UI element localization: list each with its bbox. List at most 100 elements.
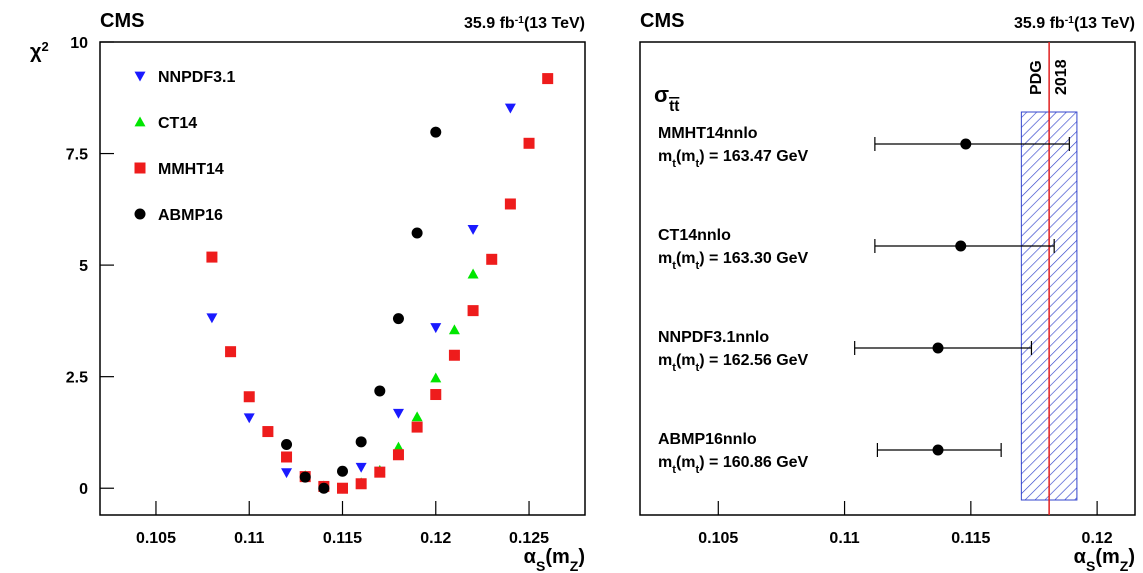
data-point bbox=[430, 126, 442, 138]
data-point bbox=[960, 138, 972, 150]
data-point bbox=[392, 408, 404, 419]
data-point bbox=[262, 426, 274, 438]
legend-label: ABMP16 bbox=[158, 207, 223, 224]
legend-label: CT14 bbox=[158, 115, 197, 132]
data-point bbox=[355, 436, 367, 448]
data-point bbox=[281, 451, 293, 463]
y-axis-label-part: 2 bbox=[42, 39, 49, 54]
x-axis-label-part: ) bbox=[578, 546, 585, 568]
row-mass-label-part: ) = bbox=[699, 352, 723, 369]
luminosity-label-part: 35.9 fb bbox=[1014, 15, 1065, 32]
row-mass-label-part: ) = bbox=[699, 148, 723, 165]
x-axis-label-part: (m bbox=[1095, 546, 1119, 568]
y-tick-label: 7.5 bbox=[66, 147, 88, 164]
data-point bbox=[374, 385, 386, 397]
x-axis-label: αS(mZ) bbox=[1074, 546, 1135, 573]
data-point bbox=[932, 444, 944, 456]
row-mass-label: mt(mt) = 160.86 GeV bbox=[658, 454, 809, 476]
x-axis-label-part: S bbox=[536, 558, 545, 573]
observable-label-part: σ bbox=[654, 82, 669, 107]
data-point bbox=[206, 313, 218, 324]
x-axis-label-part: Z bbox=[1120, 558, 1129, 573]
x-axis-label-part: α bbox=[524, 546, 537, 568]
x-tick-label: 0.12 bbox=[1082, 530, 1113, 547]
row-mass-label-part: 162.56 GeV bbox=[723, 352, 809, 369]
data-point bbox=[281, 438, 293, 450]
data-point bbox=[337, 482, 348, 494]
data-point bbox=[504, 198, 516, 210]
row-mass-label-part: m bbox=[658, 454, 672, 471]
row-label: NNPDF3.1nnlo bbox=[658, 329, 769, 346]
row-mass-label: mt(mt) = 162.56 GeV bbox=[658, 352, 809, 374]
data-point bbox=[374, 466, 386, 478]
data-point bbox=[523, 137, 535, 149]
row-mass-label-part: t bbox=[672, 464, 676, 476]
data-point bbox=[448, 324, 460, 335]
data-point bbox=[467, 305, 479, 317]
reference-label: PDG bbox=[1028, 60, 1045, 95]
data-point bbox=[448, 349, 460, 361]
y-axis-label-part: χ bbox=[30, 41, 42, 63]
row-mass-label-part: (m bbox=[676, 454, 696, 471]
y-tick-label: 5 bbox=[79, 258, 88, 275]
row-label: ABMP16nnlo bbox=[658, 431, 757, 448]
x-axis-label-part: α bbox=[1074, 546, 1087, 568]
row-mass-label-part: t bbox=[696, 260, 700, 272]
row-mass-label-part: (m bbox=[676, 148, 696, 165]
legend-label: MMHT14 bbox=[158, 161, 224, 178]
x-tick-label: 0.12 bbox=[420, 530, 451, 547]
x-axis-label-part: S bbox=[1086, 558, 1095, 573]
legend-marker bbox=[134, 71, 146, 82]
data-point bbox=[392, 313, 404, 325]
data-point bbox=[243, 413, 255, 424]
row-mass-label-part: (m bbox=[676, 250, 696, 267]
data-point bbox=[411, 411, 423, 422]
row-label: MMHT14nnlo bbox=[658, 125, 758, 142]
data-point bbox=[281, 468, 293, 479]
data-point bbox=[355, 478, 367, 490]
data-point bbox=[467, 268, 479, 279]
data-point bbox=[355, 462, 367, 473]
y-tick-label: 2.5 bbox=[66, 370, 88, 387]
chart-title: CMS bbox=[100, 10, 144, 32]
data-point bbox=[542, 73, 554, 85]
data-point bbox=[206, 251, 218, 263]
data-point bbox=[411, 421, 423, 433]
row-mass-label-part: t bbox=[672, 260, 676, 272]
x-tick-label: 0.105 bbox=[698, 530, 738, 547]
x-tick-label: 0.11 bbox=[829, 530, 859, 547]
row-label: CT14nnlo bbox=[658, 227, 731, 244]
data-point bbox=[225, 346, 237, 358]
row-mass-label-part: t bbox=[696, 158, 700, 170]
legend-label: NNPDF3.1 bbox=[158, 69, 235, 86]
legend-marker bbox=[134, 208, 146, 220]
x-axis-label: αS(mZ) bbox=[524, 546, 585, 573]
row-mass-label-part: ) = bbox=[699, 454, 723, 471]
data-point bbox=[504, 103, 516, 114]
x-tick-label: 0.125 bbox=[509, 530, 549, 547]
x-tick-label: 0.115 bbox=[323, 530, 362, 547]
observable-label: σtt bbox=[654, 82, 679, 115]
legend-marker bbox=[134, 116, 146, 127]
plot-frame bbox=[99, 41, 586, 516]
luminosity-label: 35.9 fb-1(13 TeV) bbox=[464, 15, 585, 33]
row-mass-label-part: ) = bbox=[699, 250, 723, 267]
y-tick-label: 10 bbox=[70, 35, 88, 52]
data-point bbox=[392, 441, 404, 452]
data-point bbox=[955, 240, 967, 252]
x-axis-label-part: (m bbox=[545, 546, 569, 568]
legend-marker bbox=[134, 162, 146, 174]
data-point bbox=[243, 391, 255, 403]
x-tick-label: 0.105 bbox=[136, 530, 176, 547]
x-axis-label-part: Z bbox=[570, 558, 579, 573]
data-point bbox=[430, 372, 442, 383]
luminosity-label-part: (13 TeV) bbox=[1074, 15, 1135, 32]
row-mass-label-part: 163.30 GeV bbox=[723, 250, 809, 267]
y-axis-label: χ2 bbox=[30, 39, 49, 64]
reference-label: 2018 bbox=[1053, 59, 1070, 95]
luminosity-label-part: 35.9 fb bbox=[464, 15, 515, 32]
x-axis-label-part: ) bbox=[1128, 546, 1135, 568]
row-mass-label-part: m bbox=[658, 250, 672, 267]
